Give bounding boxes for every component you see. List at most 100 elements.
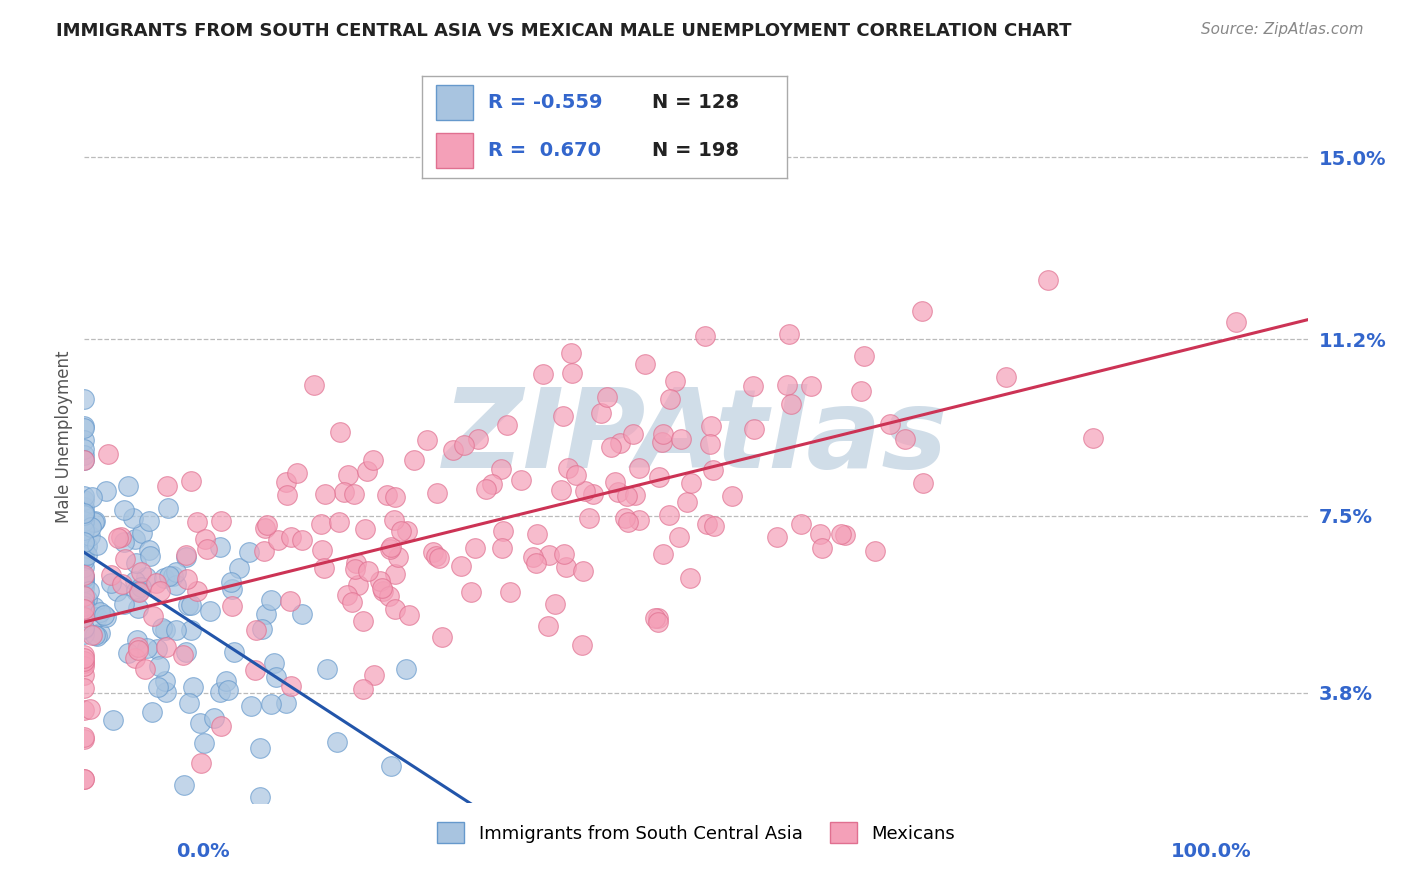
Point <box>80 627 103 641</box>
Y-axis label: Male Unemployment: Male Unemployment <box>55 351 73 524</box>
Point <box>429 551 451 566</box>
Point <box>89 605 111 619</box>
Point <box>382 513 405 527</box>
Point <box>238 545 260 559</box>
Point <box>190 715 212 730</box>
Point <box>124 574 146 588</box>
Point <box>492 524 515 538</box>
Point <box>112 535 135 549</box>
Point <box>221 599 243 613</box>
Point <box>73 601 96 615</box>
Point <box>73 508 96 523</box>
Point <box>73 589 96 603</box>
Point <box>73 594 96 608</box>
Point <box>179 696 201 710</box>
Point <box>73 534 96 549</box>
Point <box>276 488 298 502</box>
Point <box>696 517 718 532</box>
Point <box>678 571 700 585</box>
Point <box>155 685 177 699</box>
Point <box>73 659 96 673</box>
Point <box>329 425 352 439</box>
Text: R = -0.559: R = -0.559 <box>488 93 602 112</box>
Point <box>263 657 285 671</box>
Point <box>679 476 702 491</box>
Point <box>354 522 377 536</box>
Point <box>700 419 723 434</box>
Point <box>73 541 96 556</box>
Point <box>357 564 380 578</box>
Point <box>141 705 163 719</box>
Point <box>430 630 453 644</box>
Point <box>347 578 370 592</box>
Point <box>1225 315 1247 329</box>
Point <box>311 542 333 557</box>
Point <box>267 533 290 547</box>
Point <box>396 524 419 538</box>
Point <box>264 670 287 684</box>
Point <box>314 487 336 501</box>
Point <box>994 370 1017 384</box>
Point <box>73 574 96 589</box>
Point <box>384 566 406 581</box>
Point <box>202 711 225 725</box>
Text: N = 128: N = 128 <box>652 93 740 112</box>
Point <box>155 640 177 654</box>
Point <box>589 406 612 420</box>
Point <box>77 584 100 599</box>
Point <box>775 378 797 392</box>
Point <box>222 645 245 659</box>
Point <box>73 626 96 640</box>
Point <box>830 527 852 541</box>
Point <box>659 392 682 406</box>
Point <box>73 570 96 584</box>
Point <box>73 523 96 537</box>
Point <box>389 524 412 538</box>
Point <box>676 495 699 509</box>
Point <box>73 549 96 564</box>
Point <box>73 609 96 624</box>
Point <box>742 422 765 436</box>
Point <box>105 584 128 599</box>
Point <box>73 681 96 695</box>
Point <box>254 521 277 535</box>
Point <box>73 570 96 584</box>
Point <box>621 426 644 441</box>
Point <box>134 662 156 676</box>
Point <box>495 417 517 432</box>
Point <box>647 615 669 630</box>
Point <box>73 622 96 636</box>
Point <box>333 485 356 500</box>
Point <box>79 519 101 533</box>
Point <box>422 544 444 558</box>
Point <box>911 304 934 318</box>
Point <box>285 466 308 480</box>
Point <box>647 611 669 625</box>
Point <box>441 442 464 457</box>
Point <box>73 500 96 514</box>
Point <box>260 592 283 607</box>
Point <box>209 514 232 528</box>
Point <box>343 487 366 501</box>
Point <box>73 452 96 467</box>
Point <box>114 597 136 611</box>
Point <box>97 447 120 461</box>
Point <box>138 543 160 558</box>
Point <box>165 565 187 579</box>
Point <box>395 661 418 675</box>
Point <box>404 452 426 467</box>
Point <box>73 560 96 574</box>
Point <box>274 475 297 489</box>
Point <box>377 589 399 603</box>
Point <box>86 538 108 552</box>
Point <box>73 514 96 528</box>
Point <box>450 559 472 574</box>
Point <box>375 488 398 502</box>
Point <box>628 512 651 526</box>
Point <box>73 668 96 682</box>
Point <box>73 772 96 786</box>
Point <box>849 384 872 398</box>
Point <box>702 463 724 477</box>
Point <box>557 460 579 475</box>
Point <box>371 581 394 595</box>
